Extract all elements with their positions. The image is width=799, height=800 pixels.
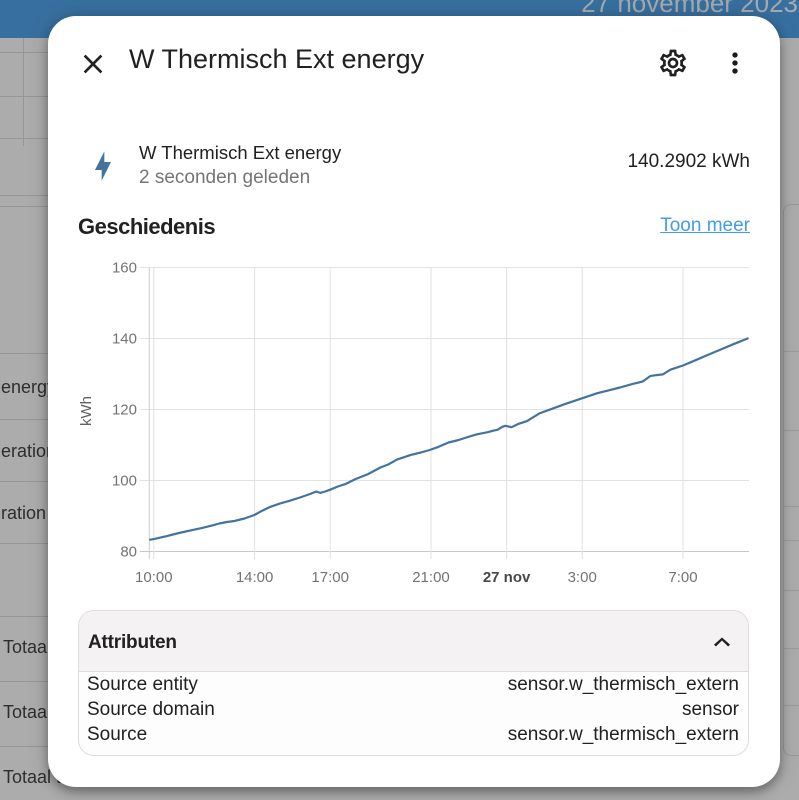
svg-text:kWh: kWh [78,396,95,426]
svg-text:140: 140 [112,331,137,348]
svg-text:17:00: 17:00 [311,569,349,586]
svg-text:14:00: 14:00 [236,569,274,586]
svg-text:120: 120 [112,402,137,419]
svg-text:21:00: 21:00 [412,569,450,586]
svg-text:27 nov: 27 nov [483,569,531,586]
svg-text:80: 80 [120,544,137,561]
svg-text:100: 100 [112,473,137,490]
svg-text:160: 160 [112,260,137,277]
svg-text:3:00: 3:00 [568,569,597,586]
svg-text:7:00: 7:00 [668,569,697,586]
svg-text:10:00: 10:00 [135,569,173,586]
